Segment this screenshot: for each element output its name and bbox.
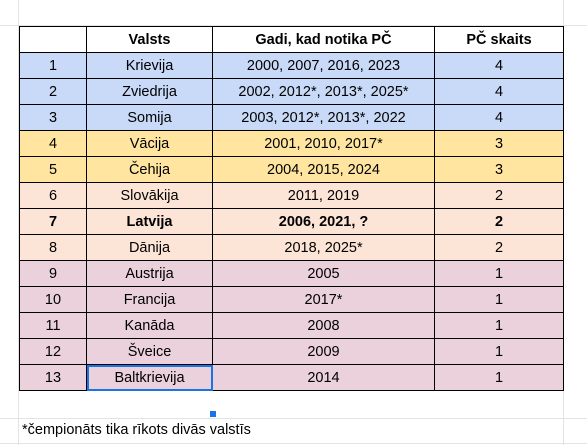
cell-country[interactable]: Čehija xyxy=(86,156,213,183)
table-row-highlighted: 7 Latvija 2006, 2021, ? 2 xyxy=(19,208,564,235)
header-cell-count[interactable]: PČ skaits xyxy=(434,26,564,53)
cell-count[interactable]: 1 xyxy=(434,286,564,313)
table-row: 3 Somija 2003, 2012*, 2013*, 2022 4 xyxy=(19,104,564,131)
cell-index[interactable]: 11 xyxy=(19,312,87,339)
cell-count[interactable]: 2 xyxy=(434,182,564,209)
grid-line xyxy=(0,418,587,419)
grid-line xyxy=(18,0,19,445)
cell-years[interactable]: 2018, 2025* xyxy=(212,234,435,261)
cell-index[interactable]: 9 xyxy=(19,260,87,287)
cell-count[interactable]: 4 xyxy=(434,78,564,105)
table-row: 10 Francija 2017* 1 xyxy=(19,286,564,313)
cell-years[interactable]: 2002, 2012*, 2013*, 2025* xyxy=(212,78,435,105)
table-row: 5 Čehija 2004, 2015, 2024 3 xyxy=(19,156,564,183)
cell-country[interactable]: Somija xyxy=(86,104,213,131)
header-row: Valsts Gadi, kad notika PČ PČ skaits xyxy=(19,26,564,53)
cell-years[interactable]: 2006, 2021, ? xyxy=(212,208,435,235)
cell-count[interactable]: 1 xyxy=(434,312,564,339)
cell-count[interactable]: 1 xyxy=(434,364,564,391)
cell-years[interactable]: 2005 xyxy=(212,260,435,287)
cell-count[interactable]: 4 xyxy=(434,104,564,131)
header-cell-index[interactable] xyxy=(19,26,87,53)
cell-index[interactable]: 8 xyxy=(19,234,87,261)
cell-country[interactable]: Austrija xyxy=(86,260,213,287)
grid-line xyxy=(0,25,587,26)
table-row: 2 Zviedrija 2002, 2012*, 2013*, 2025* 4 xyxy=(19,78,564,105)
cell-index[interactable]: 3 xyxy=(19,104,87,131)
header-cell-country[interactable]: Valsts xyxy=(86,26,213,53)
cell-index[interactable]: 5 xyxy=(19,156,87,183)
cell-index[interactable]: 7 xyxy=(19,208,87,235)
cell-years[interactable]: 2003, 2012*, 2013*, 2022 xyxy=(212,104,435,131)
cell-index[interactable]: 1 xyxy=(19,52,87,79)
cell-count[interactable]: 4 xyxy=(434,52,564,79)
cell-index[interactable]: 2 xyxy=(19,78,87,105)
cell-country[interactable]: Šveice xyxy=(86,338,213,365)
cell-count[interactable]: 3 xyxy=(434,130,564,157)
cell-country[interactable]: Francija xyxy=(86,286,213,313)
table-row: 9 Austrija 2005 1 xyxy=(19,260,564,287)
cell-country[interactable]: Latvija xyxy=(86,208,213,235)
cell-count[interactable]: 2 xyxy=(434,234,564,261)
cell-years[interactable]: 2001, 2010, 2017* xyxy=(212,130,435,157)
cell-years[interactable]: 2014 xyxy=(212,364,435,391)
cell-years[interactable]: 2008 xyxy=(212,312,435,339)
table-row: 11 Kanāda 2008 1 xyxy=(19,312,564,339)
cell-years[interactable]: 2009 xyxy=(212,338,435,365)
cell-country[interactable]: Slovākija xyxy=(86,182,213,209)
table-row: 12 Šveice 2009 1 xyxy=(19,338,564,365)
header-cell-years[interactable]: Gadi, kad notika PČ xyxy=(212,26,435,53)
cell-years[interactable]: 2011, 2019 xyxy=(212,182,435,209)
championship-table: Valsts Gadi, kad notika PČ PČ skaits 1 K… xyxy=(19,26,564,391)
cell-country[interactable]: Dānija xyxy=(86,234,213,261)
cell-index[interactable]: 10 xyxy=(19,286,87,313)
grid-line xyxy=(0,443,587,444)
cell-count[interactable]: 1 xyxy=(434,338,564,365)
table-row: 6 Slovākija 2011, 2019 2 xyxy=(19,182,564,209)
cell-country[interactable]: Krievija xyxy=(86,52,213,79)
cell-country[interactable]: Kanāda xyxy=(86,312,213,339)
table-row: 13 Baltkrievija 2014 1 xyxy=(19,364,564,391)
table-row: 8 Dānija 2018, 2025* 2 xyxy=(19,234,564,261)
footnote: *čempionāts tika rīkots divās valstīs xyxy=(22,422,251,438)
table-row: 1 Krievija 2000, 2007, 2016, 2023 4 xyxy=(19,52,564,79)
cell-years[interactable]: 2017* xyxy=(212,286,435,313)
cell-years[interactable]: 2004, 2015, 2024 xyxy=(212,156,435,183)
cell-index[interactable]: 6 xyxy=(19,182,87,209)
table-row: 4 Vācija 2001, 2010, 2017* 3 xyxy=(19,130,564,157)
cell-index[interactable]: 13 xyxy=(19,364,87,391)
cell-index[interactable]: 12 xyxy=(19,338,87,365)
cell-country-selected[interactable]: Baltkrievija xyxy=(86,364,213,391)
selection-fill-handle[interactable] xyxy=(209,410,217,418)
cell-count[interactable]: 1 xyxy=(434,260,564,287)
cell-years[interactable]: 2000, 2007, 2016, 2023 xyxy=(212,52,435,79)
cell-count[interactable]: 3 xyxy=(434,156,564,183)
cell-count[interactable]: 2 xyxy=(434,208,564,235)
cell-index[interactable]: 4 xyxy=(19,130,87,157)
cell-country[interactable]: Zviedrija xyxy=(86,78,213,105)
grid-line xyxy=(563,0,564,445)
cell-country[interactable]: Vācija xyxy=(86,130,213,157)
